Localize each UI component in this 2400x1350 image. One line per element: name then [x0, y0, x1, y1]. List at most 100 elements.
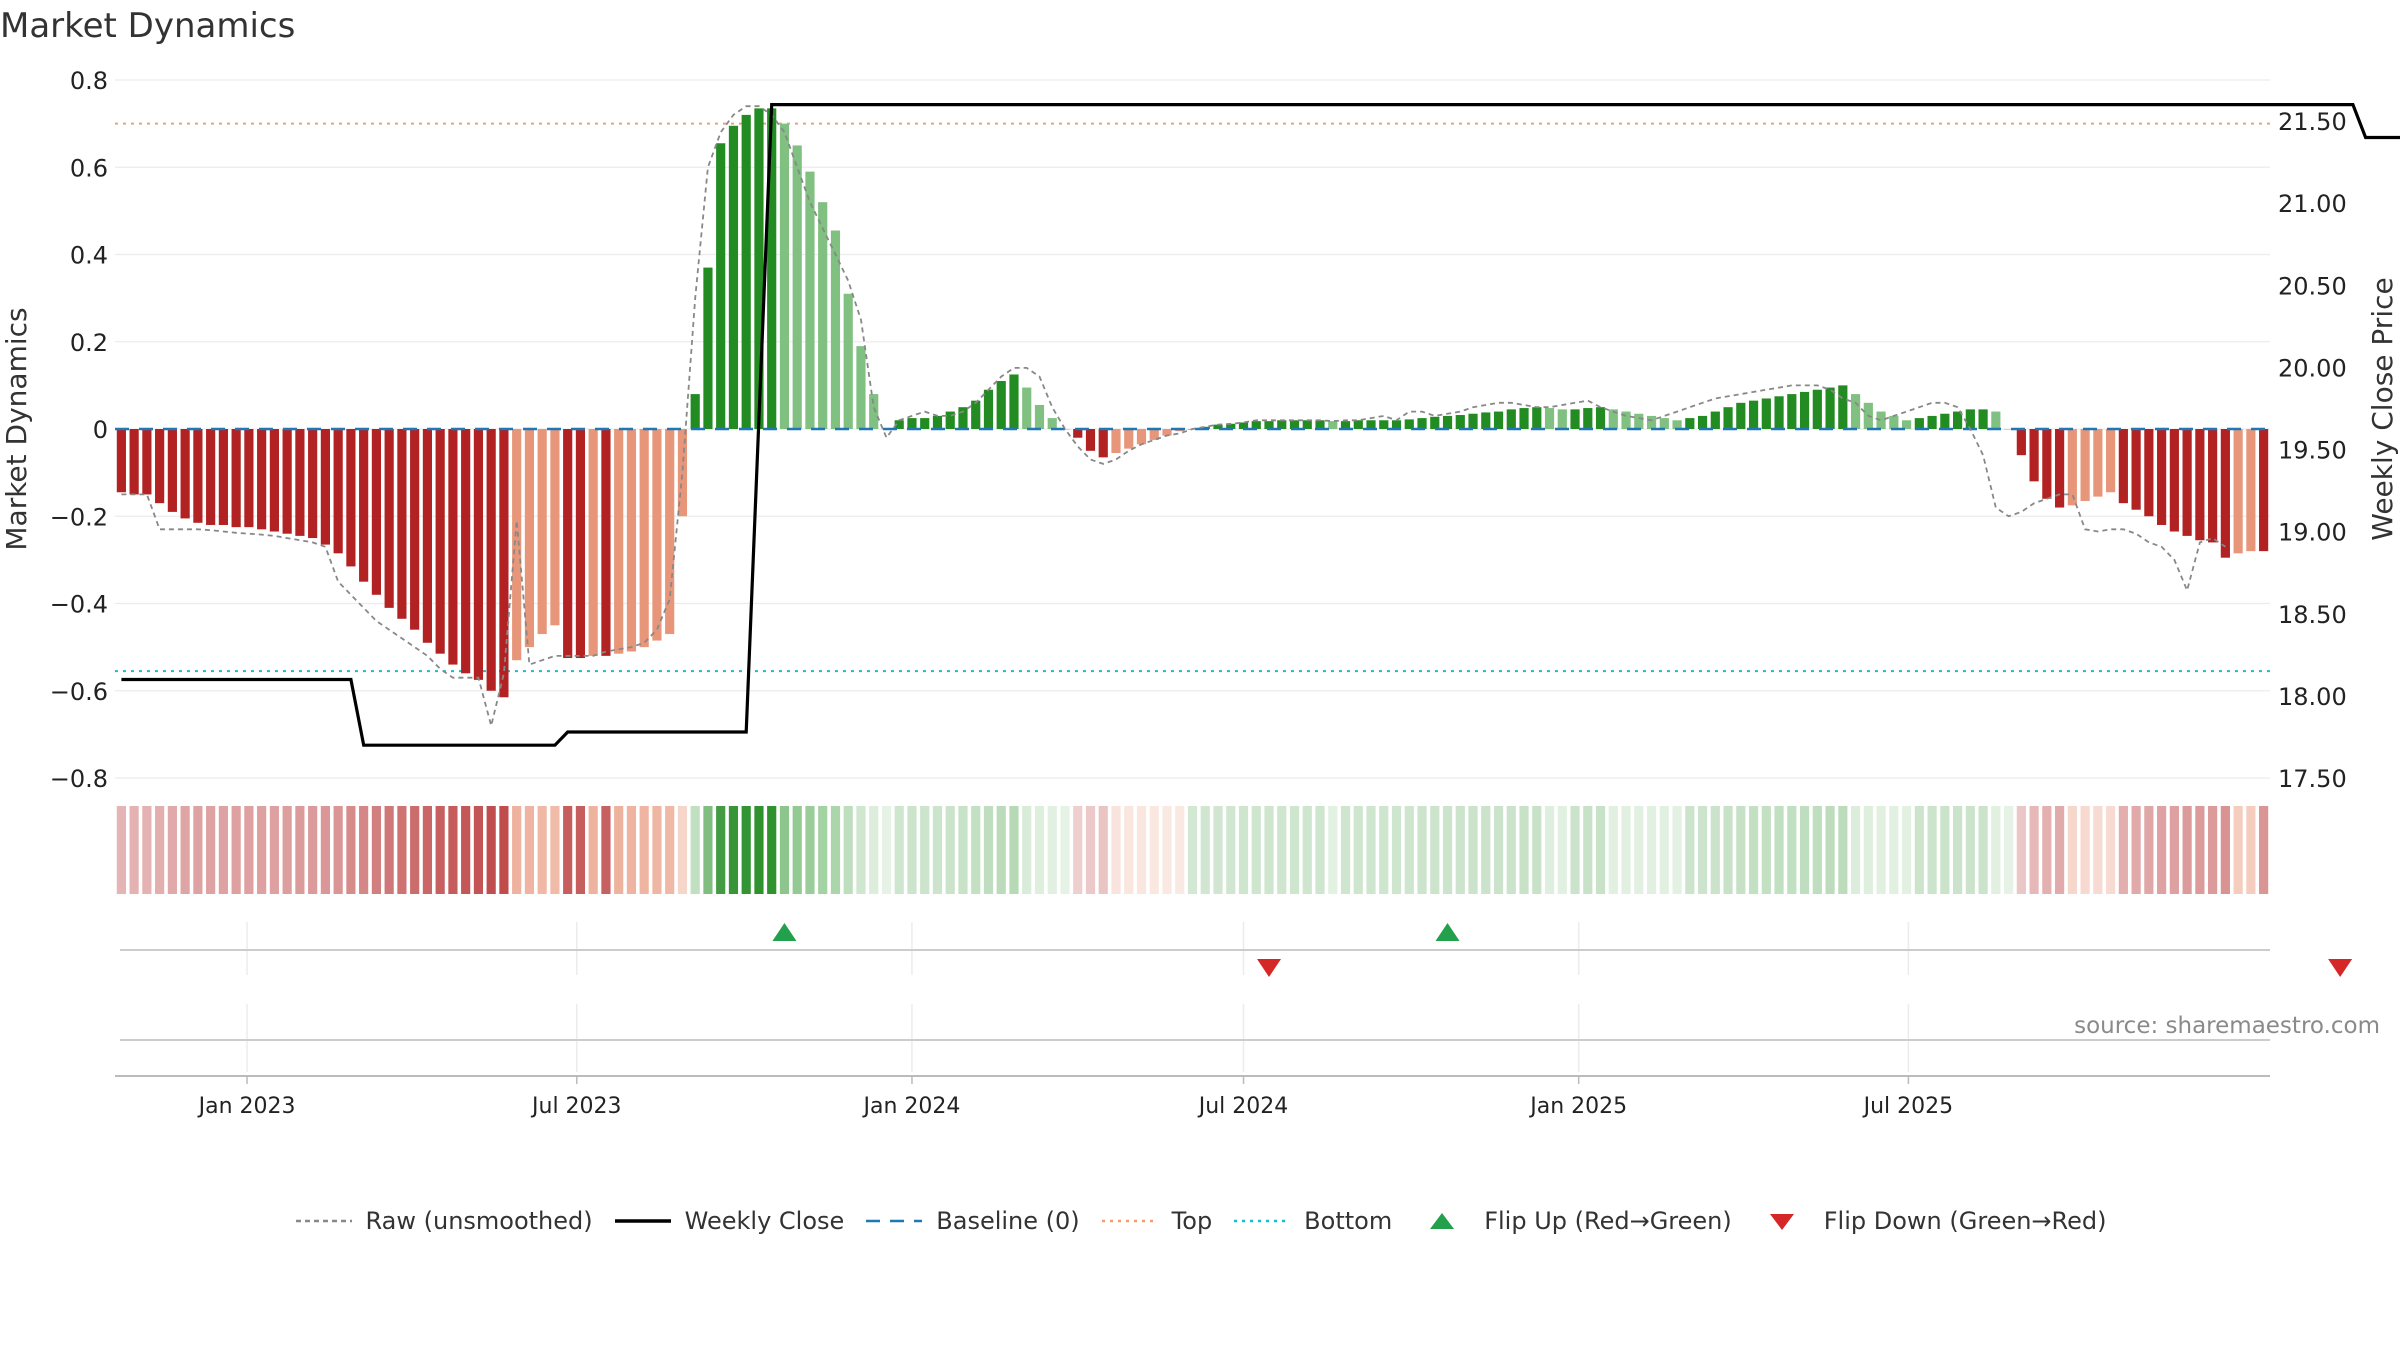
momentum-bar [575, 429, 586, 659]
regime-strip-cell [563, 806, 573, 894]
momentum-bar [333, 429, 343, 554]
momentum-bar [193, 429, 203, 523]
regime-strip-cell [499, 806, 509, 894]
regime-strip-cell [1124, 806, 1134, 894]
regime-strip-cell [690, 806, 700, 894]
legend-label: Baseline (0) [936, 1207, 1080, 1235]
momentum-bar [346, 429, 356, 567]
momentum-bar [1736, 402, 1746, 429]
regime-strip-cell [346, 806, 356, 894]
regime-strip-cell [830, 806, 841, 894]
regime-strip-cell [1927, 806, 1937, 894]
momentum-bar [792, 145, 802, 429]
legend-item: Bottom [1232, 1207, 1392, 1235]
regime-strip-cell [193, 806, 203, 894]
momentum-bar [473, 429, 484, 680]
momentum-bar [1799, 391, 1810, 429]
y-tick-label: −0.6 [50, 678, 108, 706]
momentum-bar [614, 429, 624, 654]
legend-label: Flip Down (Green→Red) [1823, 1207, 2107, 1235]
momentum-bar [843, 293, 853, 429]
momentum-bar [2055, 429, 2065, 508]
source-credit: source: sharemaestro.com [2074, 1013, 2380, 1039]
momentum-bar [907, 418, 917, 429]
momentum-bar [2118, 429, 2128, 504]
momentum-bar [308, 429, 318, 539]
momentum-bar [1825, 387, 1835, 429]
momentum-bar [1136, 429, 1147, 445]
momentum-bar [1430, 416, 1440, 429]
momentum-bar [1646, 415, 1657, 429]
regime-strip-cell [1493, 806, 1504, 894]
momentum-bar [1838, 385, 1848, 429]
legend-item: Raw (unsmoothed) [294, 1207, 593, 1235]
regime-strip-cell [359, 806, 369, 894]
y2-tick-label: 17.50 [2278, 765, 2347, 793]
regime-strip-cell [1799, 806, 1810, 894]
momentum-bar [1085, 429, 1096, 451]
momentum-bar [2259, 429, 2269, 552]
momentum-bar [830, 230, 841, 429]
y-tick-label: −0.2 [50, 503, 108, 531]
legend-line-icon [1101, 1219, 1158, 1223]
regime-strip-cell [448, 806, 458, 894]
legend-line-icon [866, 1219, 923, 1223]
regime-strip-cell [652, 806, 662, 894]
momentum-bar [2080, 429, 2090, 501]
legend-label: Flip Up (Red→Green) [1484, 1207, 1732, 1235]
momentum-bar [563, 429, 573, 659]
regime-strip-cell [614, 806, 624, 894]
momentum-bar [2093, 429, 2103, 497]
regime-strip-cell [218, 806, 228, 894]
regime-strip-cell [333, 806, 343, 894]
momentum-bar [818, 202, 828, 429]
regime-strip-cell [1583, 806, 1593, 894]
momentum-bar [1940, 413, 1950, 429]
momentum-bar [2016, 429, 2026, 456]
momentum-bar [1047, 418, 1057, 429]
momentum-bar [1009, 374, 1019, 429]
regime-strip-cell [1468, 806, 1478, 894]
legend: Raw (unsmoothed) Weekly Close Baseline (0)… [0, 1207, 2400, 1239]
momentum-bar [588, 429, 598, 656]
regime-strip-cell [1213, 806, 1223, 894]
regime-strip-cell [1111, 806, 1121, 894]
momentum-bar [1149, 429, 1159, 440]
legend-line-icon [295, 1219, 352, 1223]
regime-strip-cell [1289, 806, 1300, 894]
regime-strip-cell [282, 806, 292, 894]
momentum-bar [410, 429, 420, 630]
momentum-bar [1226, 423, 1236, 429]
regime-strip-cell [550, 806, 560, 894]
momentum-bar [244, 429, 254, 528]
regime-strip-cell [932, 806, 943, 894]
momentum-bar [499, 429, 509, 698]
momentum-bar [983, 389, 994, 429]
momentum-bar [1022, 387, 1032, 429]
chart-title: Market Dynamics [0, 6, 296, 46]
regime-strip-cell [2118, 806, 2128, 894]
momentum-bar [1124, 429, 1134, 449]
regime-strip-cell [2182, 806, 2192, 894]
regime-strip-cell [2029, 806, 2039, 894]
momentum-bar [996, 381, 1006, 429]
momentum-bar [1787, 394, 1797, 429]
momentum-bar [1162, 429, 1172, 436]
momentum-bar [1557, 409, 1567, 429]
regime-strip-cell [1404, 806, 1414, 894]
momentum-bar [1468, 413, 1478, 429]
regime-strip-cell [1251, 806, 1261, 894]
momentum-bar [1774, 396, 1784, 429]
regime-strip-cell [206, 806, 216, 894]
regime-strip-cell [320, 806, 330, 894]
legend-label: Raw (unsmoothed) [365, 1207, 593, 1235]
momentum-bar [320, 429, 330, 545]
regime-strip-cell [971, 806, 981, 894]
momentum-bar [1621, 411, 1631, 429]
momentum-bar [2042, 429, 2052, 499]
legend-label: Weekly Close [684, 1207, 845, 1235]
regime-strip-cell [1634, 806, 1644, 894]
momentum-bar [435, 429, 445, 654]
x-tick-label: Jan 2023 [197, 1094, 296, 1119]
